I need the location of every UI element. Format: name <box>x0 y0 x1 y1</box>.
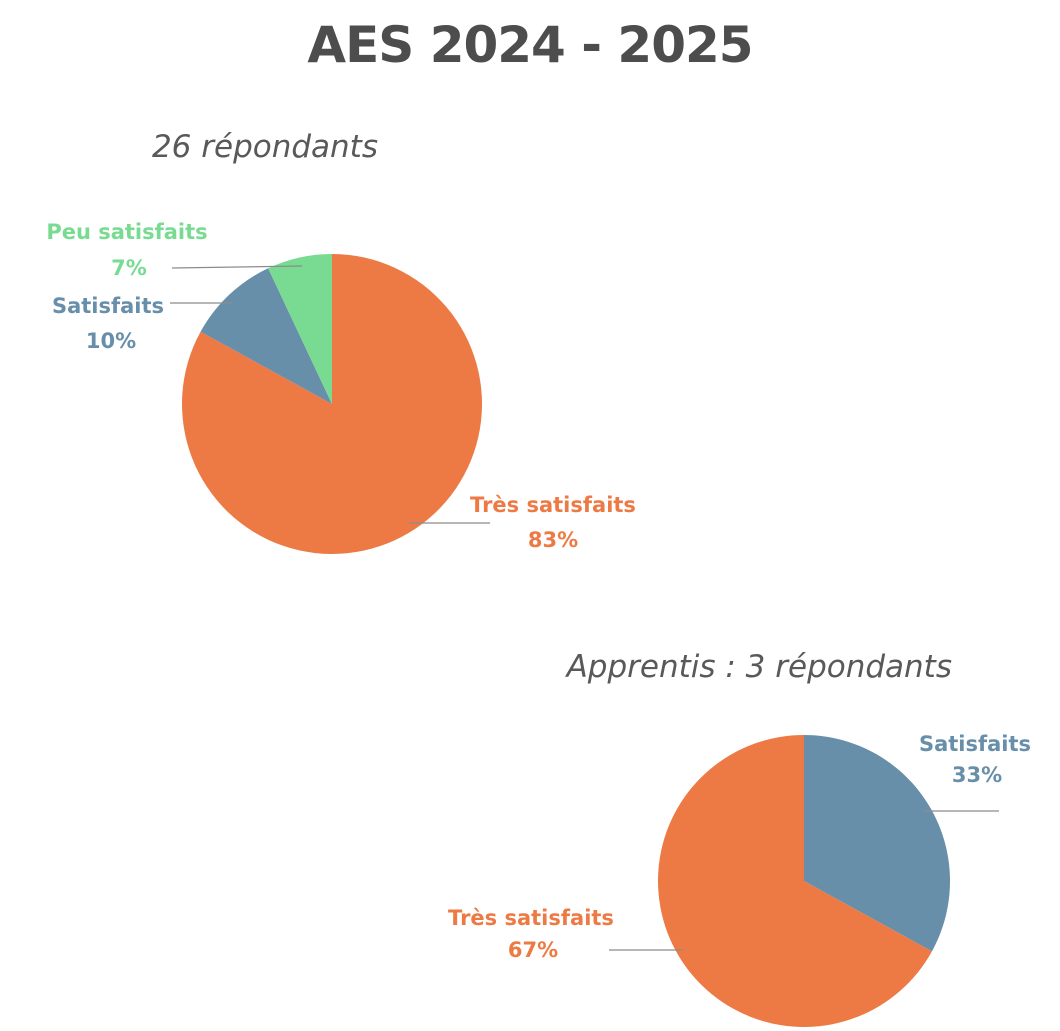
slice-value-tres-satisfaits-1: 83% <box>528 528 578 552</box>
pie-chart-1-subtitle: 26 répondants <box>152 129 378 165</box>
slice-label-tres-satisfaits-1: Très satisfaits <box>470 493 636 517</box>
pie-chart-2: Apprentis : 3 répondants Satisfaits 33% … <box>448 649 1031 1028</box>
slice-label-tres-satisfaits-2: Très satisfaits <box>448 906 614 930</box>
slice-value-peu-satisfaits-1: 7% <box>111 256 147 280</box>
pie-chart-2-slices <box>658 735 951 1028</box>
pie1-slice-peu-satisfaits <box>268 254 332 404</box>
slice-label-satisfaits-1: Satisfaits <box>52 294 164 318</box>
slice-value-satisfaits-1: 10% <box>86 329 136 353</box>
slice-value-satisfaits-2: 33% <box>952 763 1002 787</box>
pie1-slice-satisfaits <box>200 268 332 404</box>
slice-label-satisfaits-2: Satisfaits <box>919 732 1031 756</box>
slice-value-tres-satisfaits-2: 67% <box>508 938 558 962</box>
page-title: AES 2024 - 2025 <box>307 16 753 74</box>
pie1-slice-tres-satisfaits <box>181 254 482 554</box>
pie-chart-1-slices <box>181 254 482 554</box>
leader-line-peu-satisfaits-1 <box>171 265 303 269</box>
pie2-slice-satisfaits <box>804 735 951 952</box>
pie-chart-2-subtitle: Apprentis : 3 répondants <box>565 649 952 685</box>
slice-label-peu-satisfaits-1: Peu satisfaits <box>46 220 207 244</box>
pie2-slice-tres-satisfaits <box>658 735 932 1028</box>
pie-chart-1: 26 répondants Très satisfaits 83% Satisf… <box>46 129 636 554</box>
